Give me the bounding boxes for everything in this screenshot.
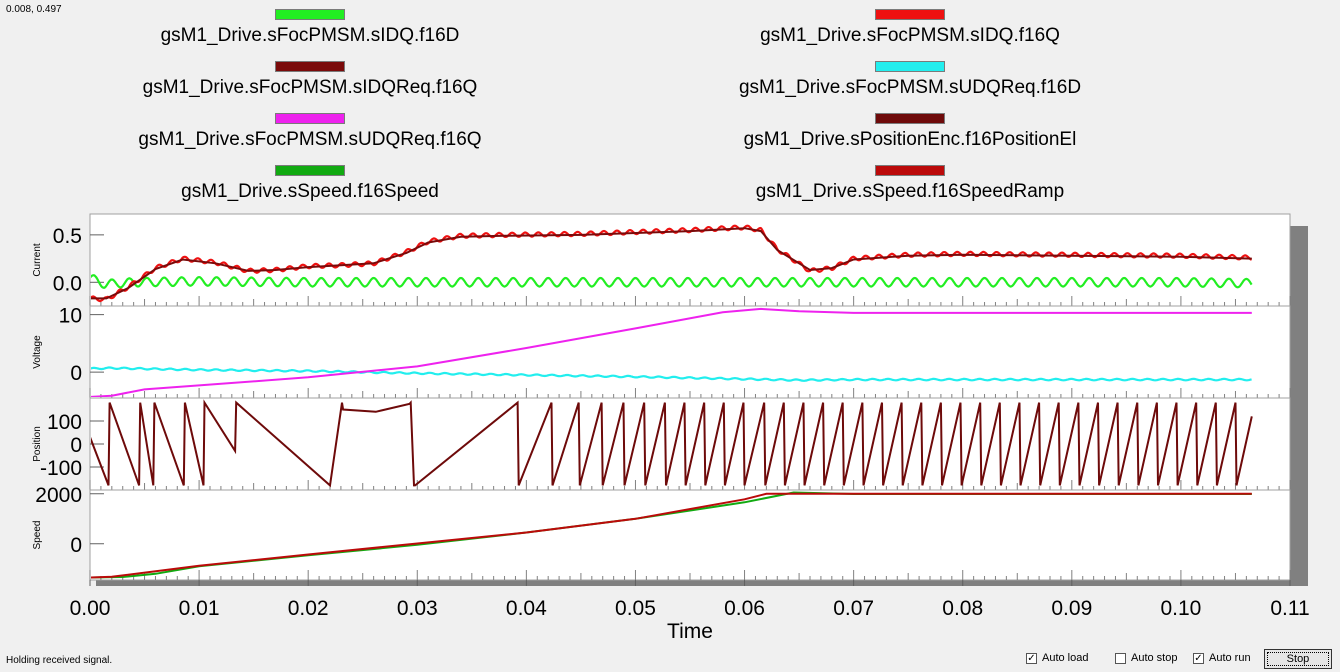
legend-swatch [875, 113, 945, 124]
subplot-current[interactable] [89, 213, 1291, 307]
legend-swatch [275, 113, 345, 124]
legend-swatch [875, 165, 945, 176]
y-tick-label: 0.5 [53, 225, 82, 248]
y-tick-label: 10 [59, 305, 82, 328]
legend-entry: gsM1_Drive.sPositionEnc.f16PositionEl [630, 113, 1190, 151]
status-text: Holding received signal. [6, 655, 113, 666]
auto-stop-label: Auto stop [1131, 652, 1178, 664]
y-tick-label: -100 [40, 457, 82, 480]
auto-run-label: Auto run [1209, 652, 1251, 664]
x-tick-label: 0.10 [1160, 597, 1201, 620]
subplot-speed[interactable] [89, 489, 1291, 581]
plot-area[interactable]: 0.50.0Current100Voltage1000-100Position2… [0, 0, 1340, 646]
legend-entry: gsM1_Drive.sFocPMSM.sIDQ.f16D [30, 9, 590, 47]
legend-label: gsM1_Drive.sFocPMSM.sIDQ.f16Q [760, 25, 1060, 46]
y-tick-label: 100 [47, 411, 82, 434]
stop-button[interactable]: Stop [1264, 649, 1332, 669]
y-tick-label: 2000 [35, 484, 82, 507]
x-tick-label: 0.07 [833, 597, 874, 620]
x-tick-label: 0.05 [615, 597, 656, 620]
legend-label: gsM1_Drive.sSpeed.f16SpeedRamp [755, 181, 1065, 202]
auto-run-check-icon[interactable]: ✓ [1193, 652, 1204, 664]
legend-label: gsM1_Drive.sFocPMSM.sIDQReq.f16Q [142, 77, 478, 98]
legend-entry: gsM1_Drive.sFocPMSM.sUDQReq.f16Q [30, 113, 590, 151]
y-tick-label: 0.0 [53, 272, 82, 295]
auto-stop-check-icon[interactable] [1115, 652, 1126, 664]
legend-label: gsM1_Drive.sFocPMSM.sUDQReq.f16D [738, 77, 1082, 98]
x-tick-label: 0.01 [179, 597, 220, 620]
auto-run-checkbox[interactable]: ✓ Auto run [1193, 652, 1251, 664]
legend-swatch [875, 9, 945, 20]
y-tick-label: 0 [70, 534, 82, 557]
subplot-position[interactable] [89, 397, 1291, 491]
series-line [91, 492, 1252, 579]
status-bar: Holding received signal. ✓ Auto load Aut… [0, 648, 1340, 672]
legend-label: gsM1_Drive.sFocPMSM.sIDQ.f16D [160, 25, 460, 46]
legend-entry: gsM1_Drive.sFocPMSM.sIDQ.f16Q [630, 9, 1190, 47]
auto-stop-checkbox[interactable]: Auto stop [1115, 652, 1177, 664]
x-tick-label: 0.06 [724, 597, 765, 620]
legend-entry: gsM1_Drive.sSpeed.f16SpeedRamp [630, 165, 1190, 203]
legend-entry: gsM1_Drive.sFocPMSM.sUDQReq.f16D [630, 61, 1190, 99]
legend-label: gsM1_Drive.sSpeed.f16Speed [181, 181, 439, 202]
legend-swatch [275, 61, 345, 72]
legend-label: gsM1_Drive.sPositionEnc.f16PositionEl [743, 129, 1077, 150]
series-line [91, 366, 1252, 382]
legend-swatch [875, 61, 945, 72]
x-tick-label: 0.04 [506, 597, 547, 620]
legend-entry: gsM1_Drive.sSpeed.f16Speed [30, 165, 590, 203]
x-tick-label: 0.08 [942, 597, 983, 620]
y-tick-label: 0 [70, 434, 82, 457]
x-axis-label: Time [667, 620, 713, 643]
series-line [91, 274, 1253, 289]
legend-swatch [275, 165, 345, 176]
y-axis-label: Voltage [32, 335, 43, 369]
subplot-voltage[interactable] [89, 305, 1291, 399]
legend-swatch [275, 9, 345, 20]
legend-label: gsM1_Drive.sFocPMSM.sUDQReq.f16Q [138, 129, 482, 150]
auto-load-check-icon[interactable]: ✓ [1026, 652, 1037, 664]
series-line [91, 227, 1252, 300]
x-tick-label: 0.11 [1270, 597, 1309, 620]
y-axis-label: Position [32, 426, 43, 462]
x-tick-label: 0.09 [1051, 597, 1092, 620]
x-tick-label: 0.02 [288, 597, 329, 620]
cursor-readout: 0.008, 0.497 [6, 4, 62, 15]
series-line [91, 399, 1253, 488]
x-tick-label: 0.03 [397, 597, 438, 620]
y-tick-label: 0 [70, 362, 82, 385]
x-tick-label: 0.00 [70, 597, 111, 620]
y-axis-label: Speed [32, 521, 43, 550]
series-line [91, 307, 1252, 397]
auto-load-checkbox[interactable]: ✓ Auto load [1026, 652, 1088, 664]
legend-entry: gsM1_Drive.sFocPMSM.sIDQReq.f16Q [30, 61, 590, 99]
auto-load-label: Auto load [1042, 652, 1089, 664]
y-axis-label: Current [32, 243, 43, 277]
